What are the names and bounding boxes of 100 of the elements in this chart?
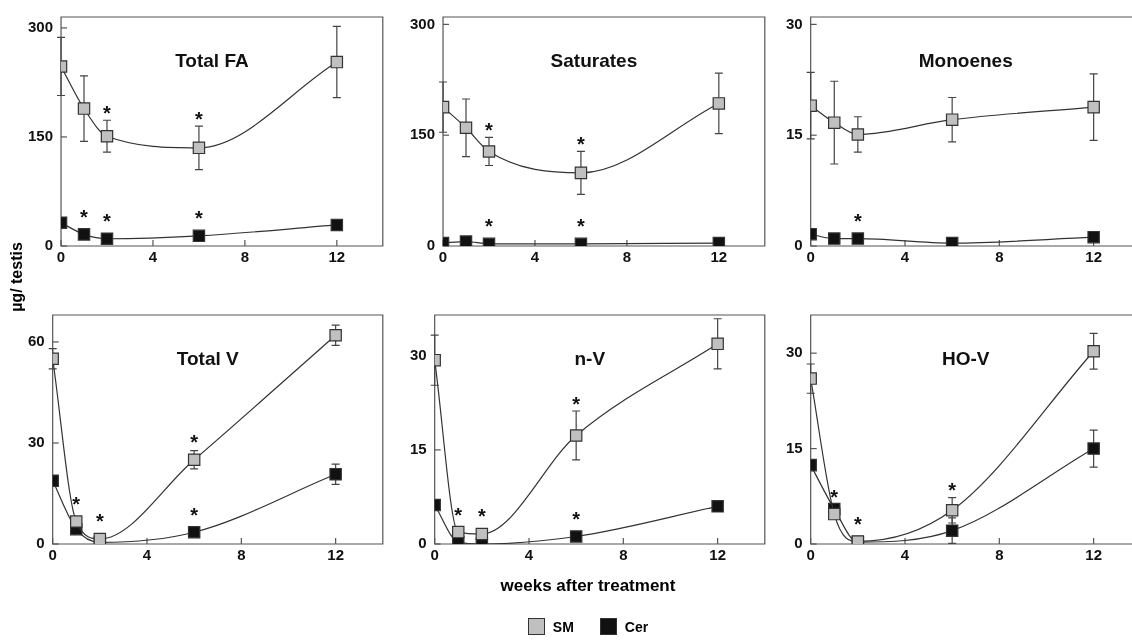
x-tick-label: 12 [1085,248,1102,266]
annotation: * [80,205,89,228]
point [945,113,959,126]
y-tick-label: 300 [28,18,54,36]
y-tick-label: 0 [426,236,436,254]
annotation: * [72,492,81,515]
point [459,121,473,135]
annotation: * [948,479,957,502]
text: Monoenes [918,50,1013,72]
y-tick-label: 150 [410,125,436,143]
y-tick-label: 0 [418,534,427,552]
annotation: * [853,512,862,535]
x-tick-label: 0 [438,248,448,266]
point [711,500,724,513]
legend-label: SM [552,618,574,635]
point [712,236,726,246]
x-tick-label: 8 [995,248,1004,266]
point [93,532,107,544]
point [851,232,865,245]
point [482,145,496,158]
y-tick-label: 300 [410,14,436,32]
annotation: * [190,431,199,454]
point [828,232,841,245]
point [569,530,583,543]
x-tick-label: 8 [237,546,246,564]
y-tick-label: 30 [786,343,803,361]
point [77,228,91,241]
x-tick-label: 4 [530,248,540,266]
point [945,236,959,246]
x-tick-label: 4 [142,546,152,564]
x-tick-label: 12 [710,248,728,266]
point [1087,345,1100,358]
point [569,429,583,442]
point [828,507,841,521]
annotation: * [103,101,112,124]
y-tick-label: 0 [794,236,803,254]
x-tick-label: 12 [1085,546,1102,564]
y-tick-label: 0 [36,534,45,552]
annotation: * [572,507,581,530]
point [459,235,473,246]
y-tick-label: 150 [28,127,54,145]
x-tick-label: 8 [619,546,628,564]
y-axis-title: µg/ testis [8,241,26,314]
text: HO-V [941,348,990,370]
point [100,129,114,143]
x-tick-label: 4 [148,248,158,266]
text: Saturates [550,50,638,72]
x-tick-label: 0 [56,248,66,266]
point [70,515,83,528]
y-tick-label: 15 [410,440,427,458]
point [945,524,959,537]
point [329,468,342,481]
point [100,232,114,245]
annotation: * [830,485,839,508]
point [712,97,726,110]
x-tick-label: 4 [524,546,534,564]
x-tick-label: 4 [900,546,910,564]
point [711,337,724,351]
annotation: * [853,210,862,233]
annotation: * [454,503,463,526]
point [330,218,344,232]
point [574,166,588,180]
y-tick-label: 60 [28,332,45,350]
x-tick-label: 12 [709,546,726,564]
x-tick-label: 4 [900,248,910,266]
annotation: * [485,215,494,238]
point [187,525,201,539]
point [828,116,841,129]
point [330,55,344,69]
annotation: * [95,510,104,533]
point [1087,100,1100,114]
y-tick-label: 15 [786,438,803,456]
x-tick-label: 12 [328,248,346,266]
y-tick-label: 0 [44,236,54,254]
point [945,504,959,517]
y-tick-label: 30 [786,14,803,32]
point [1087,230,1100,244]
y-tick-label: 30 [410,345,427,363]
annotation: * [572,392,581,415]
annotation: * [577,132,586,155]
text: n-V [574,348,606,370]
point [192,141,206,155]
annotation: * [477,505,486,528]
annotation: * [103,210,112,233]
point [1087,442,1100,455]
text: Total V [176,348,240,370]
x-tick-label: 8 [622,248,632,266]
y-tick-label: 30 [28,433,45,451]
annotation: * [577,215,586,238]
point [475,527,489,541]
text: Total FA [175,50,249,72]
point [452,525,465,539]
point [77,102,91,115]
y-tick-label: 0 [794,534,803,552]
x-tick-label: 0 [806,546,815,564]
annotation: * [195,107,204,130]
point [192,229,206,243]
annotation: * [190,503,199,526]
annotation: * [195,207,204,230]
x-tick-label: 0 [806,248,815,266]
